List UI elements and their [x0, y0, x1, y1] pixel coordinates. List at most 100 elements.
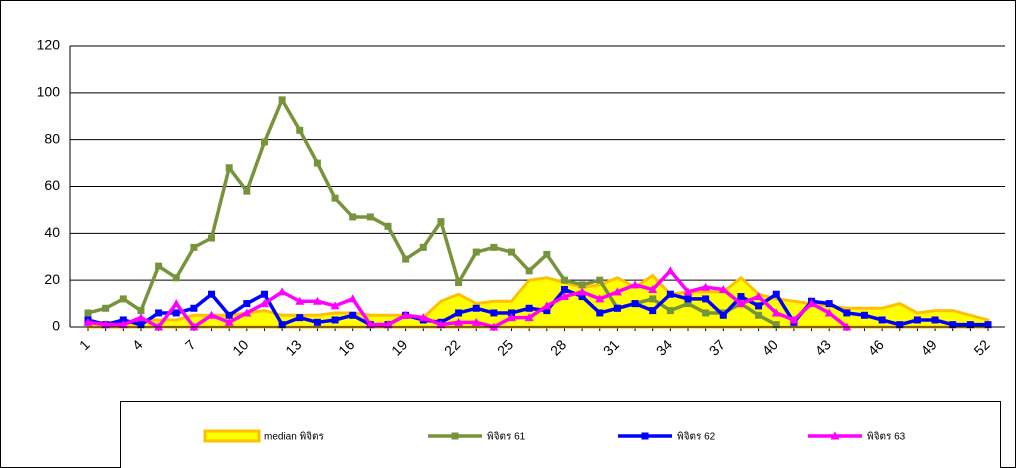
point	[401, 310, 411, 319]
point	[190, 243, 198, 251]
point	[843, 309, 851, 317]
point	[208, 234, 216, 242]
x-tick-label: 31	[600, 336, 622, 358]
point	[807, 299, 817, 308]
legend-marker	[451, 432, 459, 440]
point	[419, 243, 427, 251]
point	[595, 294, 605, 303]
point	[684, 295, 692, 303]
point	[366, 213, 374, 221]
x-tick-label: 37	[706, 336, 728, 358]
point	[455, 279, 463, 287]
point	[277, 287, 287, 296]
point	[507, 313, 517, 322]
x-tick-label: 19	[388, 336, 410, 358]
point	[243, 300, 251, 308]
x-tick-label: 34	[653, 336, 675, 358]
point	[155, 262, 163, 270]
point	[418, 313, 428, 322]
point	[348, 294, 358, 303]
point	[613, 304, 621, 312]
point	[789, 315, 799, 324]
point	[559, 292, 569, 301]
point	[225, 311, 233, 319]
x-tick-label: 1	[76, 336, 93, 353]
point	[259, 299, 269, 308]
point	[630, 280, 640, 289]
point	[224, 317, 234, 326]
point	[84, 309, 92, 317]
x-tick-label: 43	[812, 336, 834, 358]
point	[949, 321, 957, 329]
x-tick-label: 28	[547, 336, 569, 358]
point	[349, 213, 357, 221]
point	[296, 126, 304, 134]
point	[631, 300, 639, 308]
point	[648, 285, 658, 294]
point	[560, 286, 568, 294]
point	[242, 308, 252, 317]
point	[119, 295, 127, 303]
point	[330, 301, 340, 310]
point	[243, 187, 251, 195]
point	[331, 316, 339, 324]
y-tick-label: 20	[44, 271, 60, 287]
point	[190, 304, 198, 312]
point	[471, 317, 481, 326]
x-tick-label: 52	[970, 336, 992, 358]
y-tick-label: 120	[37, 37, 61, 53]
point	[684, 300, 692, 308]
point	[296, 314, 304, 322]
point	[313, 159, 321, 167]
point	[755, 311, 763, 319]
x-tick-label: 22	[441, 336, 463, 358]
point	[83, 317, 93, 326]
point	[313, 318, 321, 326]
x-tick-label: 49	[917, 336, 939, 358]
legend-label: พิจิตร 62	[677, 432, 716, 443]
point	[649, 295, 657, 303]
point	[472, 304, 480, 312]
point	[913, 316, 921, 324]
point	[490, 309, 498, 317]
point	[295, 296, 305, 305]
point	[771, 308, 781, 317]
point	[365, 320, 375, 329]
x-tick-label: 4	[129, 336, 146, 353]
point	[754, 292, 764, 301]
point	[225, 164, 233, 172]
point	[207, 310, 217, 319]
point	[172, 274, 180, 282]
y-tick-label: 80	[44, 130, 60, 146]
legend-label: พิจิตร 63	[867, 432, 906, 443]
point	[719, 311, 727, 319]
point	[666, 307, 674, 315]
point	[525, 304, 533, 312]
point	[260, 290, 268, 298]
point	[402, 255, 410, 263]
point	[755, 302, 763, 310]
point	[824, 308, 834, 317]
point	[383, 320, 393, 329]
point	[278, 96, 286, 104]
point	[136, 313, 146, 322]
x-tick-label: 7	[182, 336, 199, 353]
point	[508, 309, 516, 317]
y-tick-label: 0	[52, 318, 60, 334]
point	[119, 316, 127, 324]
point	[349, 311, 357, 319]
point	[437, 218, 445, 226]
y-tick-label: 40	[44, 224, 60, 240]
point	[490, 243, 498, 251]
point	[172, 309, 180, 317]
point	[543, 250, 551, 258]
point	[312, 296, 322, 305]
point	[542, 301, 552, 310]
point	[665, 266, 675, 275]
point	[384, 222, 392, 230]
point	[578, 293, 586, 301]
series-line	[87, 287, 988, 327]
